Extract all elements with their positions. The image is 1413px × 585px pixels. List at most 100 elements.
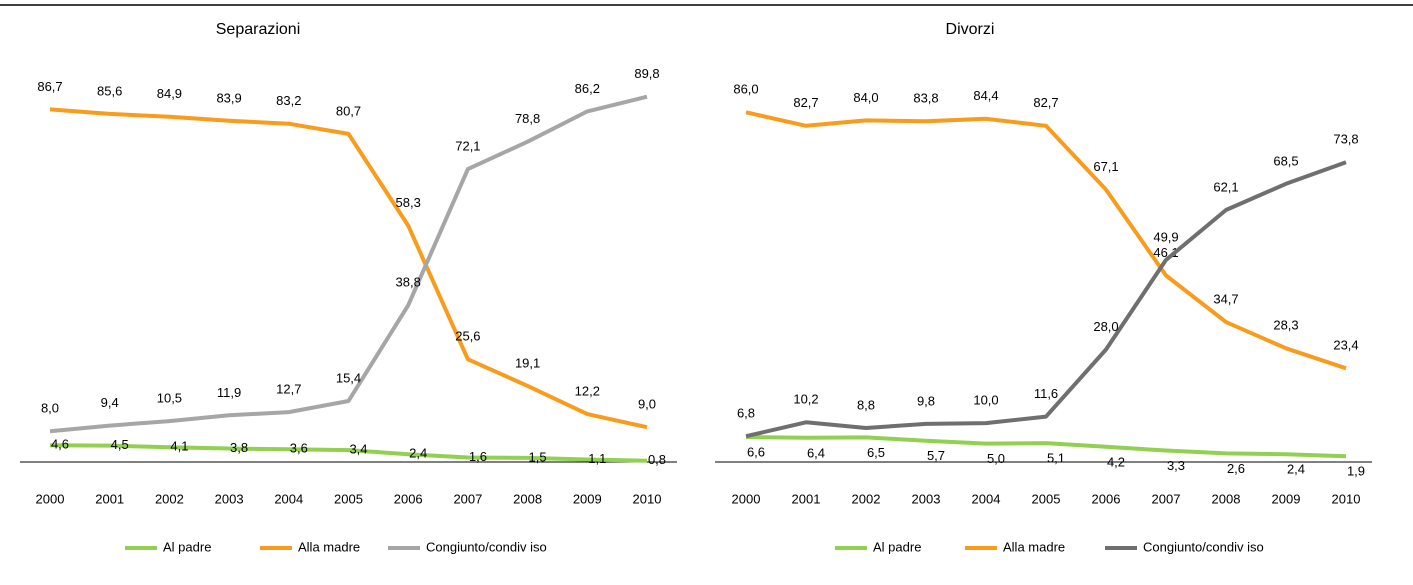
data-label: 12,2 <box>575 384 600 399</box>
x-tick-label: 2002 <box>852 491 881 506</box>
data-label: 3,4 <box>349 442 367 457</box>
data-label: 49,9 <box>1153 229 1178 244</box>
x-tick-label: 2001 <box>792 491 821 506</box>
data-label: 6,8 <box>737 406 755 421</box>
data-label: 85,6 <box>97 83 122 98</box>
data-label: 9,8 <box>917 393 935 408</box>
x-tick-label: 2008 <box>1212 491 1241 506</box>
data-label: 23,4 <box>1333 338 1358 353</box>
x-tick-label: 2004 <box>972 491 1001 506</box>
legend-label: Al padre <box>163 539 211 554</box>
x-tick-label: 2007 <box>453 491 482 506</box>
data-label: 6,6 <box>747 444 765 459</box>
data-label: 89,8 <box>634 66 659 81</box>
legend-label: Congiunto/condiv iso <box>426 539 547 554</box>
data-label: 9,4 <box>101 395 119 410</box>
data-label: 82,7 <box>1033 95 1058 110</box>
data-label: 8,8 <box>857 397 875 412</box>
data-label: 38,8 <box>396 275 421 290</box>
series-line <box>49 107 648 430</box>
data-label: 67,1 <box>1093 159 1118 174</box>
data-label: 9,0 <box>638 397 656 412</box>
data-label: 83,2 <box>276 93 301 108</box>
x-tick-label: 2009 <box>573 491 602 506</box>
data-label: 5,7 <box>927 448 945 463</box>
data-label: 5,0 <box>987 451 1005 466</box>
x-tick-label: 2007 <box>1152 491 1181 506</box>
data-label: 4,1 <box>170 439 188 454</box>
x-tick-label: 2000 <box>36 491 65 506</box>
legend-label: Alla madre <box>1003 539 1065 554</box>
x-tick-label: 2003 <box>215 491 244 506</box>
data-label: 73,8 <box>1333 132 1358 147</box>
data-label: 86,2 <box>575 81 600 96</box>
data-label: 86,7 <box>37 79 62 94</box>
data-label: 10,2 <box>793 392 818 407</box>
data-label: 3,3 <box>1167 458 1185 473</box>
data-label: 6,4 <box>807 445 825 460</box>
data-label: 62,1 <box>1213 179 1238 194</box>
x-tick-label: 2006 <box>394 491 423 506</box>
data-label: 12,7 <box>276 381 301 396</box>
data-label: 8,0 <box>41 401 59 416</box>
x-tick-label: 2002 <box>155 491 184 506</box>
x-tick-label: 2006 <box>1092 491 1121 506</box>
x-tick-label: 2010 <box>633 491 662 506</box>
data-label: 58,3 <box>396 195 421 210</box>
series-line <box>49 443 648 463</box>
data-label: 83,8 <box>913 91 938 106</box>
data-label: 78,8 <box>515 111 540 126</box>
data-label: 28,3 <box>1273 318 1298 333</box>
x-tick-label: 2009 <box>1272 491 1301 506</box>
data-label: 6,5 <box>867 445 885 460</box>
data-label: 11,6 <box>1034 386 1058 401</box>
data-label: 15,4 <box>336 370 361 385</box>
x-tick-label: 2000 <box>732 491 761 506</box>
data-label: 84,4 <box>973 88 998 103</box>
data-label: 84,9 <box>157 86 182 101</box>
data-label: 10,0 <box>973 393 998 408</box>
data-label: 4,2 <box>1107 454 1125 469</box>
series-line <box>745 435 1347 459</box>
data-label: 1,9 <box>1347 464 1365 479</box>
x-tick-label: 2008 <box>513 491 542 506</box>
data-label: 5,1 <box>1047 451 1065 466</box>
data-label: 2,6 <box>1227 461 1245 476</box>
data-label: 1,5 <box>529 449 547 464</box>
data-label: 10,5 <box>157 390 182 405</box>
x-tick-label: 2003 <box>912 491 941 506</box>
data-label: 25,6 <box>455 329 480 344</box>
data-label: 3,8 <box>230 440 248 455</box>
data-label: 11,9 <box>217 385 241 400</box>
x-tick-label: 2010 <box>1332 491 1361 506</box>
data-label: 1,6 <box>469 449 487 464</box>
x-tick-label: 2004 <box>274 491 303 506</box>
data-label: 82,7 <box>793 95 818 110</box>
chart-title: Divorzi <box>946 21 995 38</box>
data-label: 80,7 <box>336 103 361 118</box>
data-label: 19,1 <box>515 355 540 370</box>
data-label: 2,4 <box>409 446 427 461</box>
series-line <box>745 160 1347 439</box>
data-label: 68,5 <box>1273 153 1298 168</box>
data-label: 2,4 <box>1287 462 1305 477</box>
data-label: 3,6 <box>290 441 308 456</box>
data-label: 72,1 <box>455 139 480 154</box>
legend-label: Al padre <box>873 539 921 554</box>
data-label: 4,5 <box>111 437 129 452</box>
data-label: 4,6 <box>51 437 69 452</box>
data-label: 83,9 <box>216 90 241 105</box>
chart-title: Separazioni <box>216 21 301 38</box>
legend-label: Alla madre <box>298 539 360 554</box>
series-line <box>745 110 1347 371</box>
data-label: 86,0 <box>733 82 758 97</box>
data-label: 1,1 <box>588 451 606 466</box>
x-tick-label: 2005 <box>334 491 363 506</box>
legend-label: Congiunto/condiv iso <box>1143 539 1264 554</box>
x-tick-label: 2001 <box>95 491 124 506</box>
data-label: 28,0 <box>1093 319 1118 334</box>
data-label: 84,0 <box>853 90 878 105</box>
series-line <box>49 94 648 434</box>
data-label: 34,7 <box>1213 292 1238 307</box>
